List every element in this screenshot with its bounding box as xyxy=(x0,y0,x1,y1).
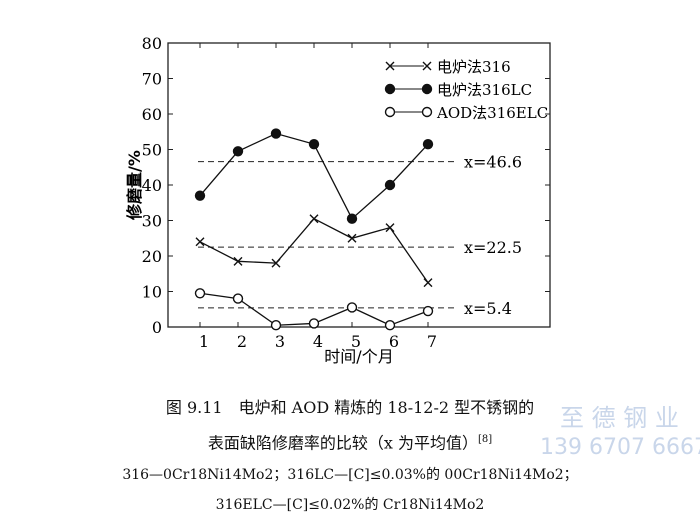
x-marker xyxy=(347,233,357,243)
y-tick-label: 70 xyxy=(142,70,162,89)
open-circle-marker xyxy=(346,302,358,313)
filled-circle-marker xyxy=(346,213,358,224)
x-tick-label: 4 xyxy=(313,332,323,351)
legend-label: AOD法316ELC xyxy=(436,104,548,122)
filled-circle-marker xyxy=(270,128,282,139)
x-marker xyxy=(385,61,395,71)
series-line xyxy=(199,217,429,283)
open-circle-marker xyxy=(308,318,320,329)
y-tick-label: 10 xyxy=(142,283,162,302)
y-tick-label: 50 xyxy=(142,141,162,160)
open-circle-marker xyxy=(194,288,206,299)
x-tick-label: 6 xyxy=(389,332,399,351)
y-tick-label: 20 xyxy=(142,247,162,266)
y-axis-label: 修磨量/% xyxy=(125,150,144,221)
caption-line-1: 图 9.11 电炉和 AOD 精炼的 18-12-2 型不锈钢的 xyxy=(165,398,535,417)
x-axis-label: 时间/个月 xyxy=(324,347,393,366)
open-circle-marker xyxy=(232,293,244,304)
caption-line-3: 316—0Cr18Ni14Mo2；316LC—[C]≤0.03%的 00Cr18… xyxy=(122,467,578,483)
filled-circle-marker xyxy=(194,190,206,201)
legend-label: 电炉法316 xyxy=(437,58,511,76)
y-tick-label: 80 xyxy=(142,34,162,53)
filled-circle-marker xyxy=(422,138,434,150)
x-tick-label: 7 xyxy=(427,332,437,351)
caption-line-4: 316ELC—[C]≤0.02%的 Cr18Ni14Mo2 xyxy=(215,497,485,513)
filled-circle-marker xyxy=(308,138,320,150)
filled-circle-marker xyxy=(421,83,433,95)
filled-circle-marker xyxy=(384,179,396,191)
filled-circle-marker xyxy=(384,83,396,95)
watermark-phone: 139 6707 6667 xyxy=(540,435,700,460)
x-marker xyxy=(423,278,433,288)
open-circle-marker xyxy=(384,106,396,118)
caption-line-2: 表面缺陷修磨率的比较（x 为平均值）[8] xyxy=(208,430,492,453)
x-tick-label: 5 xyxy=(351,332,361,351)
x-marker xyxy=(233,256,243,266)
x-marker xyxy=(271,258,281,268)
x-tick-label: 3 xyxy=(275,332,285,351)
y-tick-label: 30 xyxy=(142,212,162,231)
x-tick-label: 2 xyxy=(237,332,247,351)
x-marker xyxy=(309,214,319,224)
open-circle-marker xyxy=(384,320,396,331)
open-circle-marker xyxy=(421,106,433,118)
caption-line-2-text: 表面缺陷修磨率的比较（x 为平均值） xyxy=(207,433,478,453)
open-circle-marker xyxy=(422,305,434,317)
mean-label: x=22.5 xyxy=(464,238,522,257)
x-marker xyxy=(385,223,395,233)
watermark-name: 至 德 钢 业 xyxy=(560,404,679,432)
y-tick-label: 0 xyxy=(152,318,162,337)
chart: 0 10 20 30 40 50 60 70 80 1 2 3 4 5 6 7 时间/个月 修磨量/% x=22.5… xyxy=(125,34,551,366)
x-marker xyxy=(422,61,432,71)
y-tick-label: 40 xyxy=(142,176,162,195)
x-marker xyxy=(195,237,205,247)
x-tick-label: 1 xyxy=(199,332,209,351)
caption-ref: [8] xyxy=(477,434,493,445)
legend-label: 电炉法316LC xyxy=(437,81,532,99)
open-circle-marker xyxy=(270,320,282,331)
mean-label: x=5.4 xyxy=(464,299,512,318)
y-tick-label: 60 xyxy=(142,105,162,124)
filled-circle-marker xyxy=(232,146,244,157)
mean-label: x=46.6 xyxy=(464,153,522,172)
